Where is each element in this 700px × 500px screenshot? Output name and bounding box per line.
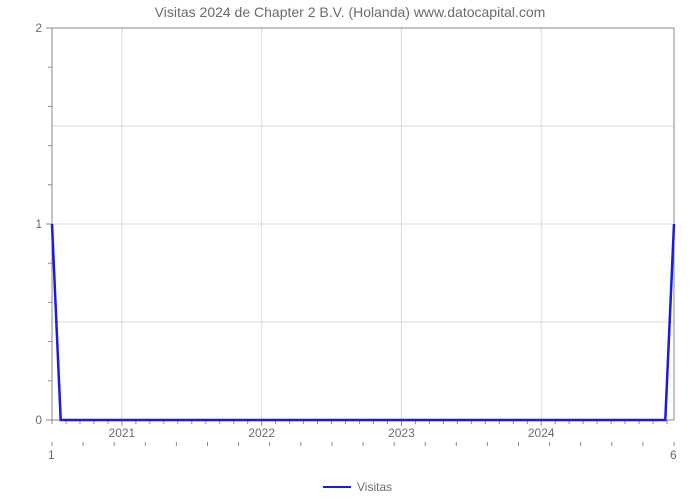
x-top-tick-label: 2024	[528, 426, 555, 440]
x-top-tick-label: 2021	[109, 426, 136, 440]
chart-plot	[0, 0, 700, 500]
legend-label: Visitas	[357, 480, 392, 494]
chart-container: Visitas 2024 de Chapter 2 B.V. (Holanda)…	[0, 0, 700, 500]
y-tick-label: 0	[35, 413, 42, 427]
legend-swatch	[323, 486, 351, 488]
x-bottom-left-label: 1	[48, 448, 55, 462]
y-tick-label: 1	[35, 217, 42, 231]
x-top-tick-label: 2023	[388, 426, 415, 440]
x-bottom-right-label: 6	[670, 448, 677, 462]
y-tick-label: 2	[35, 21, 42, 35]
x-top-tick-label: 2022	[248, 426, 275, 440]
legend: Visitas	[323, 480, 392, 494]
